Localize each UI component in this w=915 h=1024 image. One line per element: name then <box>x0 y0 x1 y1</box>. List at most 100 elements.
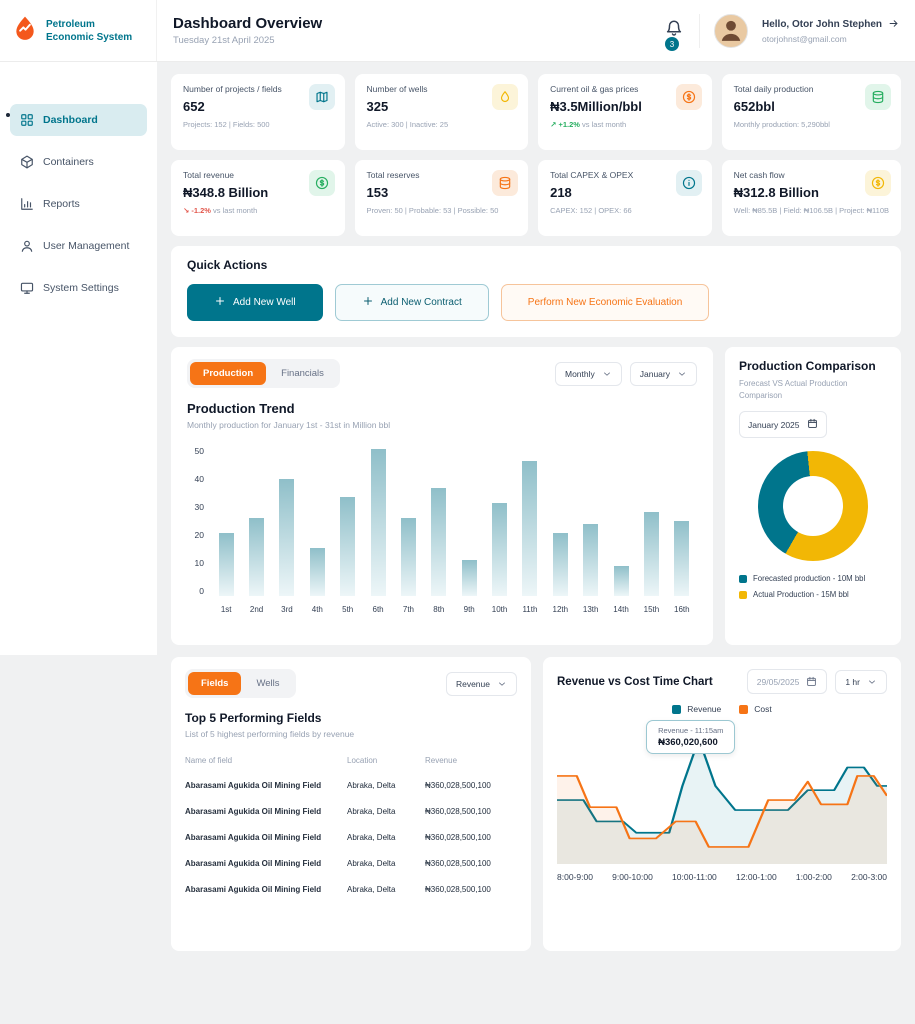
revenue-sort-select[interactable]: Revenue <box>445 671 517 696</box>
stat-card-value: 652 <box>183 99 205 114</box>
comparison-title: Production Comparison <box>739 359 876 373</box>
stat-card-sub: Active: 300 | Inactive: 25 <box>366 120 449 129</box>
month-select-value: January <box>639 368 670 379</box>
bar-chart-subtitle: Monthly production for January 1st - 31s… <box>187 420 391 430</box>
table-row[interactable]: Abarasami Agukida Oil Mining Field Abraka… <box>185 798 517 824</box>
bar-slot <box>333 446 363 596</box>
time-chart: Revenue - 11:15am ₦360,020,600 <box>557 720 887 864</box>
page-title: Dashboard Overview <box>173 15 323 32</box>
bar <box>492 503 508 596</box>
bar-slot <box>363 446 393 596</box>
x-tick-label: 16th <box>674 605 690 614</box>
legend-label: Cost <box>754 704 772 714</box>
sidebar-item-label: Reports <box>43 198 80 210</box>
bar-slot <box>484 446 514 596</box>
stat-sub-text: vs last month <box>210 206 258 215</box>
x-tick-label: 13th <box>582 605 599 614</box>
bar <box>279 479 295 596</box>
sidebar-item-user-management[interactable]: User Management <box>10 230 147 262</box>
logo-line1: Petroleum <box>46 18 95 30</box>
stat-card-title: Number of projects / fields <box>183 84 282 94</box>
table-row[interactable]: Abarasami Agukida Oil Mining Field Abraka… <box>185 772 517 798</box>
period-select-value: Monthly <box>564 368 595 379</box>
tab-fields[interactable]: Fields <box>188 672 242 695</box>
bar <box>400 518 416 596</box>
tab-production[interactable]: Production <box>190 362 267 385</box>
app-logo[interactable]: Petroleum Economic System <box>0 0 157 61</box>
legend-label: Revenue <box>687 704 722 714</box>
stat-card-value: ₦3.5Million/bbl <box>550 99 642 114</box>
table-cell: ₦360,028,500,100 <box>425 780 491 790</box>
legend-item: Forecasted production - 10M bbl <box>739 574 887 583</box>
table-row[interactable]: Abarasami Agukida Oil Mining Field Abraka… <box>185 824 517 850</box>
table-cell: Abraka, Delta <box>347 832 396 842</box>
period-select[interactable]: Monthly <box>554 361 622 386</box>
x-tick-label: 10:00-11:00 <box>672 872 717 882</box>
sidebar-item-label: System Settings <box>43 282 119 294</box>
y-tick-label: 0 <box>199 586 204 596</box>
arrow-right-icon[interactable] <box>888 18 899 32</box>
legend-label: Forecasted production - 10M bbl <box>753 574 866 584</box>
stat-card-value: 652bbl <box>733 99 775 114</box>
user-info[interactable]: Hello, Otor John Stephen otorjohnst@gmai… <box>762 18 899 44</box>
table-cell: ₦360,028,500,100 <box>425 806 491 816</box>
stat-card-sub: Projects: 152 | Fields: 500 <box>183 120 270 129</box>
x-tick-label: 6th <box>372 605 384 614</box>
top-header: Petroleum Economic System Dashboard Over… <box>0 0 915 62</box>
x-tick-label: 8th <box>433 605 445 614</box>
table-row[interactable]: Abarasami Agukida Oil Mining Field Abraka… <box>185 850 517 876</box>
notifications-button[interactable]: 3 <box>663 17 685 51</box>
table-cell: ₦360,028,500,100 <box>425 884 491 894</box>
time-chart-title: Revenue vs Cost Time Chart <box>557 675 713 688</box>
sidebar-item-reports[interactable]: Reports <box>10 188 147 220</box>
stat-card-title: Total CAPEX & OPEX <box>550 170 634 180</box>
legend-item: Cost <box>739 704 772 714</box>
x-tick-label: 9:00-10:00 <box>612 872 653 882</box>
production-trend-panel: Production Financials Monthly January Pro… <box>171 347 713 645</box>
add-new-well-button[interactable]: Add New Well <box>187 284 323 321</box>
fields-table: Name of field Location Revenue Abarasami A… <box>185 749 517 902</box>
box-icon <box>20 155 34 169</box>
sidebar-item-dashboard[interactable]: Dashboard <box>10 104 147 136</box>
charts-row: Production Financials Monthly January Pro… <box>171 347 901 645</box>
bar-slot <box>636 446 666 596</box>
bar <box>522 461 538 596</box>
table-row[interactable]: Abarasami Agukida Oil Mining Field Abraka… <box>185 876 517 902</box>
stat-card-current-oil-gas-prices: Current oil & gas prices ₦3.5Million/bbl ↗… <box>538 74 712 150</box>
bar-slot <box>606 446 636 596</box>
stat-card-number-of-projects-fields: Number of projects / fields 652 Projects: … <box>171 74 345 150</box>
x-tick-label: 5th <box>342 605 354 614</box>
bar-slot <box>302 446 332 596</box>
stat-card-value: ₦348.8 Billion <box>183 185 269 200</box>
bar-slot <box>424 446 454 596</box>
bar-slot <box>272 446 302 596</box>
time-interval-value: 1 hr <box>845 676 860 687</box>
sidebar-item-containers[interactable]: Containers <box>10 146 147 178</box>
avatar[interactable] <box>713 13 748 48</box>
comparison-date-select[interactable]: January 2025 <box>739 411 827 439</box>
stat-sub-text: vs last month <box>579 120 627 129</box>
header-right-cluster: 3 Hello, Otor John Stephen otorjohnst@gm… <box>663 13 915 51</box>
logo-text: Petroleum Economic System <box>46 18 132 44</box>
legend-swatch <box>739 704 749 714</box>
stat-card-total-reserves: Total reserves 153 Proven: 50 | Probable: … <box>354 160 529 236</box>
perform-new-economic-evaluation-button[interactable]: Perform New Economic Evaluation <box>500 284 710 321</box>
top-fields-panel: Fields Wells Revenue Top 5 Performing Fie… <box>171 657 531 951</box>
stat-card-total-daily-production: Total daily production 652bbl Monthly prod… <box>721 74 901 150</box>
add-new-contract-button[interactable]: Add New Contract <box>334 284 489 321</box>
user-icon <box>20 239 34 253</box>
calendar-icon <box>807 418 818 431</box>
table-cell: Abraka, Delta <box>347 806 396 816</box>
time-date-select[interactable]: 29/05/2025 <box>746 669 828 694</box>
tab-wells[interactable]: Wells <box>256 678 280 689</box>
tab-financials[interactable]: Financials <box>281 368 324 379</box>
month-select[interactable]: January <box>629 361 697 386</box>
x-tick-label: 4th <box>311 605 323 614</box>
table-cell: Abraka, Delta <box>347 780 396 790</box>
stat-card-title: Total daily production <box>733 84 814 94</box>
sidebar-item-label: Dashboard <box>43 114 98 126</box>
stat-card-total-capex-opex: Total CAPEX & OPEX 218 CAPEX: 152 | OPEX: … <box>538 160 712 236</box>
time-interval-select[interactable]: 1 hr <box>835 669 887 694</box>
sidebar-item-system-settings[interactable]: System Settings <box>10 272 147 304</box>
y-tick-label: 20 <box>194 530 204 540</box>
